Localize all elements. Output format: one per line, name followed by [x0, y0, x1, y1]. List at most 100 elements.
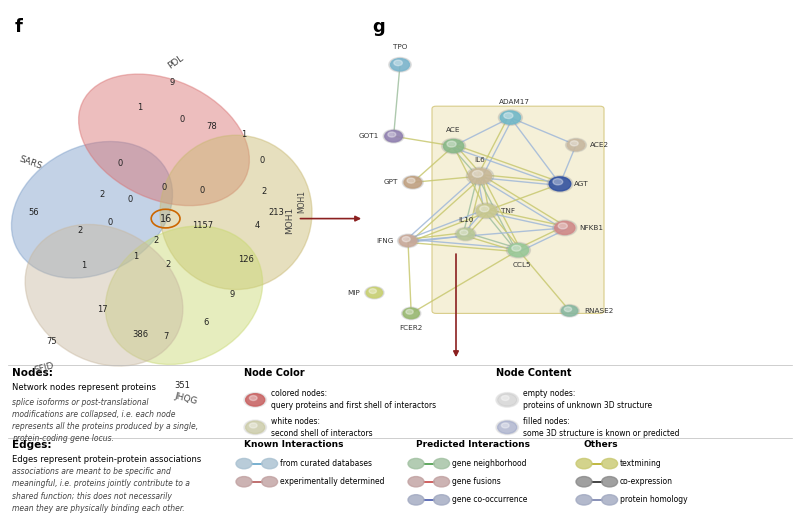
- Circle shape: [498, 110, 522, 125]
- Text: 0: 0: [118, 159, 122, 168]
- Text: 2: 2: [166, 260, 170, 269]
- Text: Edges:: Edges:: [12, 440, 51, 450]
- Circle shape: [567, 139, 585, 151]
- Circle shape: [602, 477, 618, 487]
- Circle shape: [566, 138, 586, 152]
- Text: g: g: [372, 18, 385, 36]
- Text: AGT: AGT: [574, 181, 589, 187]
- Circle shape: [385, 131, 402, 142]
- Circle shape: [250, 396, 257, 400]
- Circle shape: [404, 177, 422, 188]
- Text: 0: 0: [128, 195, 133, 204]
- Circle shape: [244, 420, 266, 435]
- Text: ADAM17: ADAM17: [499, 98, 530, 105]
- Text: PDL: PDL: [166, 53, 186, 71]
- Circle shape: [383, 130, 404, 143]
- Text: RNASE2: RNASE2: [584, 308, 614, 314]
- Text: 1: 1: [242, 130, 246, 139]
- Circle shape: [262, 458, 278, 469]
- Text: 7: 7: [164, 332, 169, 341]
- Text: gene neighborhood: gene neighborhood: [452, 459, 526, 468]
- Circle shape: [460, 230, 468, 235]
- Circle shape: [469, 169, 491, 183]
- Text: 0: 0: [260, 156, 265, 165]
- Text: 2: 2: [100, 190, 105, 199]
- Circle shape: [498, 394, 517, 406]
- Circle shape: [564, 307, 572, 312]
- Text: empty nodes:
proteins of unknown 3D structure: empty nodes: proteins of unknown 3D stru…: [523, 390, 652, 410]
- Circle shape: [506, 242, 530, 258]
- Circle shape: [443, 139, 464, 153]
- Text: IL10: IL10: [458, 217, 474, 223]
- Circle shape: [512, 245, 521, 251]
- Circle shape: [246, 421, 265, 434]
- Circle shape: [602, 458, 618, 469]
- Text: 56: 56: [28, 208, 39, 217]
- Text: Node Color: Node Color: [244, 368, 305, 378]
- Text: from curated databases: from curated databases: [280, 459, 372, 468]
- Text: MOH1: MOH1: [297, 191, 306, 213]
- Circle shape: [457, 228, 474, 240]
- Circle shape: [480, 206, 489, 212]
- Circle shape: [496, 420, 518, 435]
- Circle shape: [576, 477, 592, 487]
- Text: 9: 9: [170, 78, 174, 88]
- Circle shape: [407, 178, 415, 183]
- Text: Known Interactions: Known Interactions: [244, 440, 343, 449]
- Circle shape: [553, 220, 577, 236]
- Text: associations are meant to be specific and
meaningful, i.e. proteins jointly cont: associations are meant to be specific an…: [12, 467, 190, 513]
- Text: experimentally determined: experimentally determined: [280, 477, 385, 486]
- Text: colored nodes:
query proteins and first shell of interactors: colored nodes: query proteins and first …: [271, 390, 436, 410]
- Circle shape: [447, 141, 456, 147]
- Text: Predicted Interactions: Predicted Interactions: [416, 440, 530, 449]
- Text: Others: Others: [584, 440, 618, 449]
- Text: MIP: MIP: [347, 290, 360, 296]
- Circle shape: [250, 423, 257, 428]
- Text: Network nodes represent proteins: Network nodes represent proteins: [12, 383, 156, 392]
- Circle shape: [434, 458, 450, 469]
- Text: Edges represent protein-protein associations: Edges represent protein-protein associat…: [12, 455, 202, 464]
- Circle shape: [399, 235, 417, 247]
- Circle shape: [508, 243, 529, 257]
- Circle shape: [496, 393, 518, 407]
- Text: 4: 4: [255, 221, 260, 230]
- Text: CCL5: CCL5: [513, 262, 532, 268]
- FancyBboxPatch shape: [432, 106, 604, 313]
- Text: Nodes:: Nodes:: [12, 368, 53, 378]
- Circle shape: [403, 308, 419, 319]
- Circle shape: [236, 458, 252, 469]
- Text: 386: 386: [132, 329, 148, 339]
- Text: 2: 2: [78, 226, 82, 235]
- Circle shape: [549, 177, 571, 191]
- Circle shape: [562, 306, 578, 316]
- Text: 1: 1: [138, 103, 142, 112]
- Text: 1157: 1157: [192, 221, 213, 230]
- Text: 0: 0: [200, 186, 205, 195]
- Circle shape: [394, 60, 402, 66]
- Text: 2: 2: [262, 187, 266, 196]
- Text: 351: 351: [174, 381, 190, 391]
- Text: 75: 75: [46, 337, 58, 347]
- Circle shape: [434, 495, 450, 505]
- Ellipse shape: [160, 135, 312, 290]
- Circle shape: [366, 287, 382, 298]
- Ellipse shape: [25, 224, 183, 366]
- Text: SFJD: SFJD: [33, 361, 55, 375]
- Circle shape: [388, 132, 396, 137]
- Circle shape: [476, 204, 497, 218]
- Text: IFNG: IFNG: [376, 238, 394, 244]
- Circle shape: [553, 179, 562, 185]
- Text: NFKB1: NFKB1: [579, 225, 603, 231]
- Circle shape: [262, 477, 278, 487]
- Text: FCER2: FCER2: [399, 325, 423, 331]
- Text: ACE2: ACE2: [590, 142, 610, 148]
- Circle shape: [365, 286, 384, 299]
- Circle shape: [498, 421, 517, 434]
- Text: JHQG: JHQG: [173, 392, 198, 406]
- Text: white nodes:
second shell of interactors: white nodes: second shell of interactors: [271, 417, 373, 438]
- Circle shape: [402, 176, 423, 189]
- Circle shape: [236, 477, 252, 487]
- Circle shape: [246, 394, 265, 406]
- Text: textmining: textmining: [620, 459, 662, 468]
- Circle shape: [442, 138, 466, 154]
